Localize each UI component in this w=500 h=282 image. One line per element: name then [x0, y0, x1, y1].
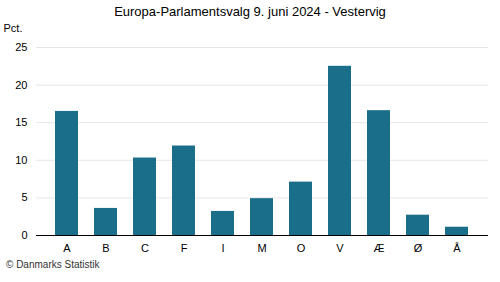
- svg-text:Æ: Æ: [374, 242, 385, 254]
- svg-text:5: 5: [21, 191, 27, 203]
- svg-text:O: O: [297, 242, 306, 254]
- svg-text:V: V: [336, 242, 344, 254]
- svg-text:Ø: Ø: [414, 242, 423, 254]
- svg-text:M: M: [257, 242, 266, 254]
- svg-text:0: 0: [21, 229, 27, 241]
- svg-text:20: 20: [15, 79, 27, 91]
- svg-text:B: B: [102, 242, 109, 254]
- svg-text:Pct.: Pct.: [4, 22, 23, 34]
- html-text:© Danmarks Statistik: © Danmarks Statistik: [6, 259, 100, 270]
- svg-text:A: A: [63, 242, 71, 254]
- svg-text:10: 10: [15, 154, 27, 166]
- svg-text:I: I: [221, 242, 224, 254]
- svg-text:25: 25: [15, 41, 27, 53]
- svg-text:C: C: [141, 242, 149, 254]
- svg-text:Å: Å: [453, 242, 461, 254]
- svg-text:F: F: [181, 242, 188, 254]
- html-text:Europa-Parlamentsvalg 9. juni: Europa-Parlamentsvalg 9. juni 2024 - Ves…: [114, 4, 386, 19]
- svg-text:15: 15: [15, 116, 27, 128]
